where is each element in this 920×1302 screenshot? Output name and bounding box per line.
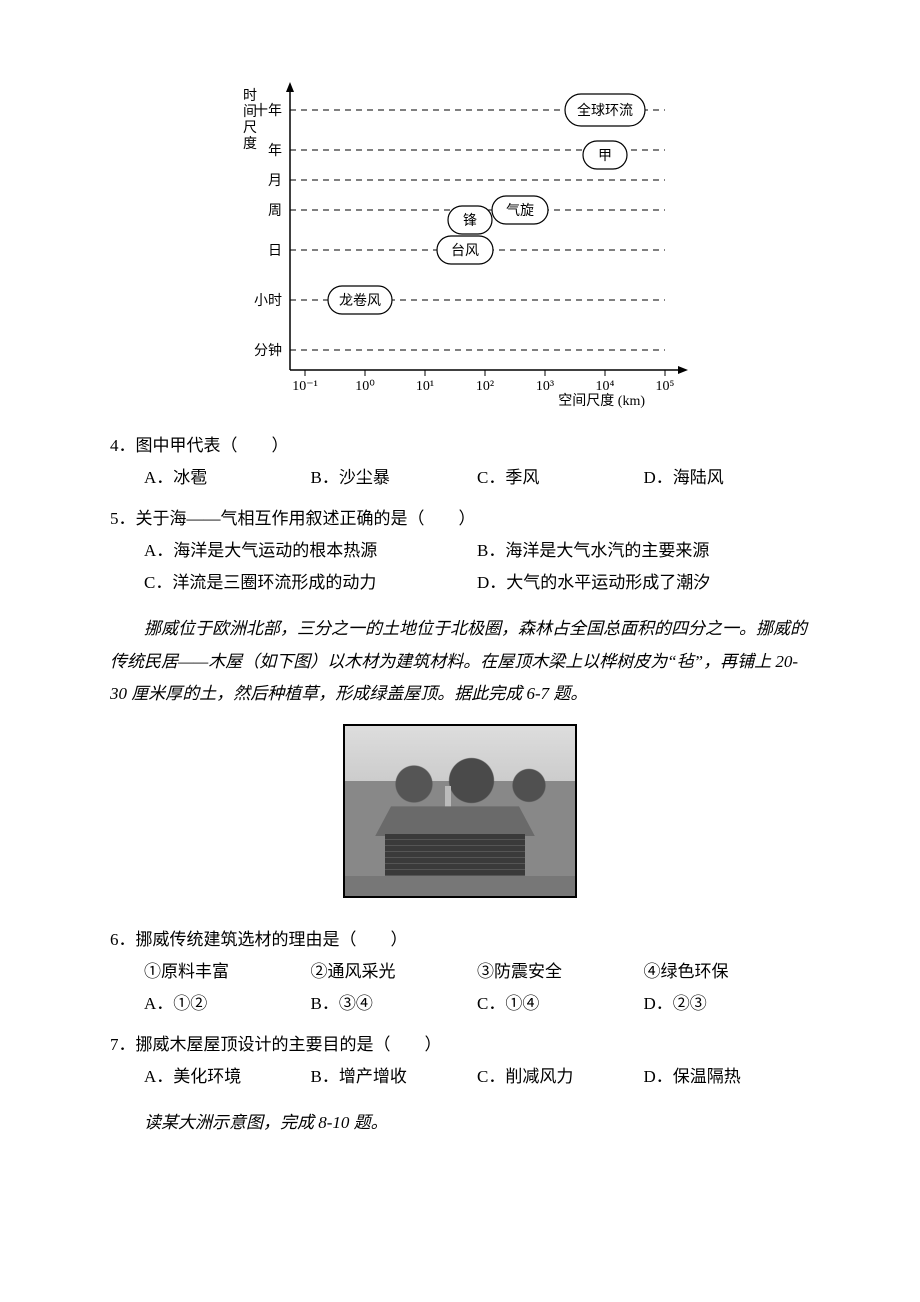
q6-items: ①原料丰富 ②通风采光 ③防震安全 ④绿色环保 [110, 956, 810, 988]
q4-opt-b: B．沙尘暴 [311, 462, 478, 494]
q5-options-1: A．海洋是大气运动的根本热源 B．海洋是大气水汽的主要来源 [110, 535, 810, 567]
svg-text:时间尺度: 时间尺度 [243, 88, 257, 152]
q7-stem: 7．挪威木屋屋顶设计的主要目的是（ ） [110, 1029, 810, 1061]
q6-stem: 6．挪威传统建筑选材的理由是（ ） [110, 924, 810, 956]
norway-house-photo [110, 724, 810, 909]
q4-opt-a: A．冰雹 [144, 462, 311, 494]
q6-opt-c: C．①④ [477, 988, 644, 1020]
svg-text:锋: 锋 [463, 213, 477, 229]
svg-text:气旋: 气旋 [506, 203, 534, 219]
q6-i2: ②通风采光 [311, 956, 478, 988]
svg-text:周: 周 [268, 204, 282, 219]
svg-text:龙卷风: 龙卷风 [339, 293, 381, 309]
q7-opt-a: A．美化环境 [144, 1061, 311, 1093]
passage-continent: 读某大洲示意图，完成 8-10 题。 [110, 1107, 810, 1139]
q6-i1: ①原料丰富 [144, 956, 311, 988]
q4-opt-c: C．季风 [477, 462, 644, 494]
svg-text:10⁴: 10⁴ [596, 379, 615, 394]
svg-text:10²: 10² [476, 379, 494, 394]
svg-text:十年: 十年 [254, 103, 282, 119]
svg-text:分钟: 分钟 [254, 342, 282, 359]
q6-i4: ④绿色环保 [644, 956, 811, 988]
svg-text:全球环流: 全球环流 [577, 102, 633, 119]
svg-text:甲: 甲 [598, 149, 612, 164]
svg-text:10¹: 10¹ [416, 379, 434, 394]
svg-text:日: 日 [268, 244, 282, 259]
passage-norway: 挪威位于欧洲北部，三分之一的土地位于北极圈，森林占全国总面积的四分之一。挪威的传… [110, 613, 810, 710]
q6-opt-d: D．②③ [644, 988, 811, 1020]
svg-text:10⁵: 10⁵ [656, 379, 675, 394]
q4-options: A．冰雹 B．沙尘暴 C．季风 D．海陆风 [110, 462, 810, 494]
q6-opt-a: A．①② [144, 988, 311, 1020]
svg-text:年: 年 [268, 143, 282, 159]
q5-opt-c: C．洋流是三圈环流形成的动力 [144, 567, 477, 599]
svg-text:台风: 台风 [451, 243, 479, 259]
q5-options-2: C．洋流是三圈环流形成的动力 D．大气的水平运动形成了潮汐 [110, 567, 810, 599]
svg-text:月: 月 [268, 173, 282, 189]
q7-options: A．美化环境 B．增产增收 C．削减风力 D．保温隔热 [110, 1061, 810, 1093]
q5-opt-b: B．海洋是大气水汽的主要来源 [477, 535, 810, 567]
q6-i3: ③防震安全 [477, 956, 644, 988]
svg-text:10⁻¹: 10⁻¹ [292, 379, 318, 394]
q5-opt-a: A．海洋是大气运动的根本热源 [144, 535, 477, 567]
scale-chart: 十年年月周日小时分钟 10⁻¹ 10⁰ 10¹ 10² 10³ 10⁴ 10⁵ 全球环流甲气… [110, 60, 810, 410]
q7-opt-b: B．增产增收 [311, 1061, 478, 1093]
q7-opt-c: C．削减风力 [477, 1061, 644, 1093]
svg-text:空间尺度 (km): 空间尺度 (km) [558, 393, 645, 409]
svg-text:10³: 10³ [536, 379, 554, 394]
q5-stem: 5．关于海——气相互作用叙述正确的是（ ） [110, 503, 810, 535]
q5-opt-d: D．大气的水平运动形成了潮汐 [477, 567, 810, 599]
q6-options: A．①② B．③④ C．①④ D．②③ [110, 988, 810, 1020]
q6-opt-b: B．③④ [311, 988, 478, 1020]
svg-text:10⁰: 10⁰ [355, 379, 375, 394]
svg-text:小时: 小时 [254, 293, 282, 309]
q4-stem: 4．图中甲代表（ ） [110, 430, 810, 462]
q7-opt-d: D．保温隔热 [644, 1061, 811, 1093]
q4-opt-d: D．海陆风 [644, 462, 811, 494]
